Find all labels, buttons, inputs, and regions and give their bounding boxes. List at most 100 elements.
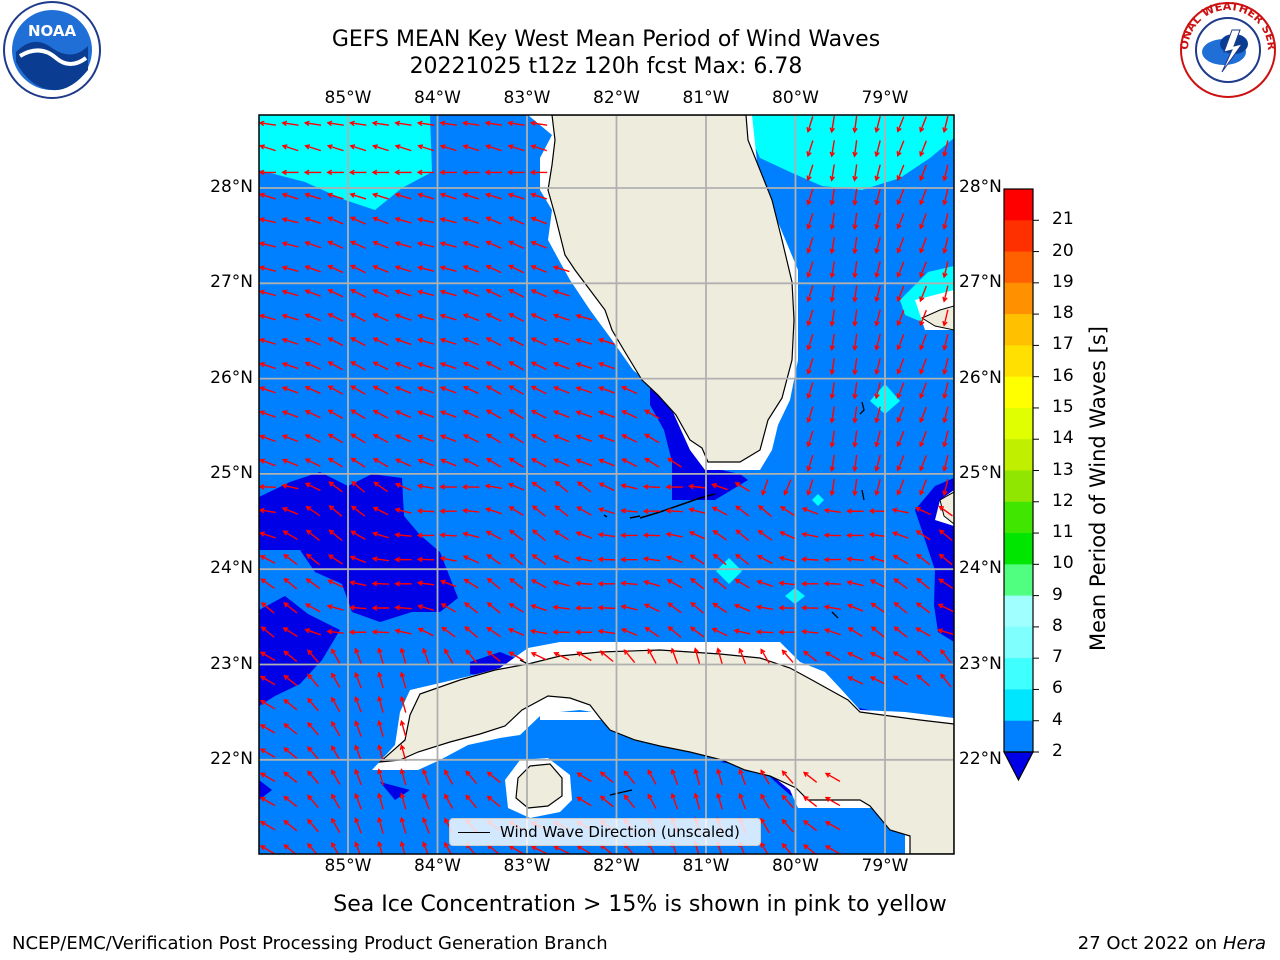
wind-arrow [896,188,905,206]
wind-arrow [896,116,905,133]
wind-arrow [462,458,479,468]
wind-arrow [778,580,796,587]
colorbar-segment [1004,626,1033,659]
wind-arrow [417,627,434,637]
wind-arrow [896,261,905,278]
wind-arrow [781,818,794,833]
wind-arrow [349,216,366,225]
wind-arrow [779,506,795,517]
wind-arrow [942,237,949,255]
wind-arrow [372,506,389,516]
wind-arrow [937,603,954,613]
lon-tick-bottom: 80°W [772,856,819,876]
wind-arrow [647,769,657,785]
wind-arrow [371,169,390,176]
wind-arrow [304,144,322,152]
wind-arrow [281,337,299,345]
wind-arrow [304,458,321,468]
wind-arrow [693,768,701,786]
wind-arrow [484,169,503,176]
wind-arrow [399,695,407,713]
wind-arrow [643,579,661,587]
wind-arrow [756,579,774,588]
wind-arrow [463,578,479,589]
wind-arrow [259,845,276,854]
wind-arrow [824,651,841,661]
wind-arrow [350,457,366,468]
wind-arrow [259,484,277,490]
wind-arrow [281,289,299,297]
wind-arrow [620,483,638,490]
wind-arrow [439,556,457,562]
lon-tick-top: 80°W [772,88,819,108]
wind-arrow [394,265,412,273]
wind-arrow [712,577,727,590]
wind-arrow [439,120,457,127]
wind-arrow [644,409,660,420]
wind-arrow [331,696,341,713]
wind-arrow [689,554,705,565]
wind-arrow [874,188,881,206]
wind-arrow [824,821,841,831]
lon-tick-bottom: 84°W [414,856,461,876]
wind-arrow [281,192,299,200]
wind-arrow [598,434,615,443]
wind-arrow [259,241,276,248]
wind-arrow [919,430,927,448]
wind-arrow [852,261,858,279]
wind-arrow [942,406,949,424]
wind-arrow [281,217,299,224]
wind-arrow [394,482,412,491]
colorbar-segment [1004,282,1033,315]
wind-arrow [349,240,366,250]
wind-arrow [394,361,412,370]
wind-arrow [874,237,881,255]
wind-arrow [486,602,501,614]
wind-arrow [870,602,886,614]
wind-arrow [575,410,593,418]
footer-date: 27 Oct 2022 on Hera [1077,933,1266,954]
wind-arrow [806,261,814,279]
wind-arrow [462,240,480,249]
lat-tick-left: 23°N [210,653,253,674]
wind-arrow [670,768,679,786]
wind-arrow [597,532,616,538]
wind-arrow [938,529,953,542]
wind-arrow [597,556,616,563]
wind-arrow [597,507,615,515]
wind-arrow [281,169,299,176]
wind-arrow [327,579,344,588]
wind-arrow [574,580,593,587]
wind-arrow [757,505,772,517]
wind-arrow [733,603,751,612]
wind-arrow [282,627,298,638]
wind-arrow [259,772,276,783]
colorbar-segment [1004,564,1033,597]
wind-arrow [915,530,931,541]
wind-arrow [304,337,321,346]
wind-arrow [304,313,321,322]
wind-arrow [399,792,407,810]
wind-arrow [800,581,819,587]
wind-arrow [283,723,298,735]
wind-arrow [644,626,660,638]
land-isla-de-la-juventud [515,763,563,809]
wind-arrow [829,164,836,182]
wind-arrow [806,479,814,497]
wind-arrow [530,313,547,322]
wind-arrow [530,192,548,200]
wind-arrow [416,508,435,514]
wind-arrow [439,386,457,394]
wind-arrow [394,410,412,419]
wind-arrow [891,531,909,539]
wind-arrow [507,627,525,636]
wind-arrow [919,164,927,182]
wind-arrow [620,556,638,563]
wind-arrow [305,578,321,590]
wind-arrow [829,357,836,376]
wind-arrow [599,843,613,854]
wind-arrow [484,483,503,490]
wind-arrow [896,164,905,182]
wind-arrow [259,144,276,152]
wind-arrow [439,579,457,588]
